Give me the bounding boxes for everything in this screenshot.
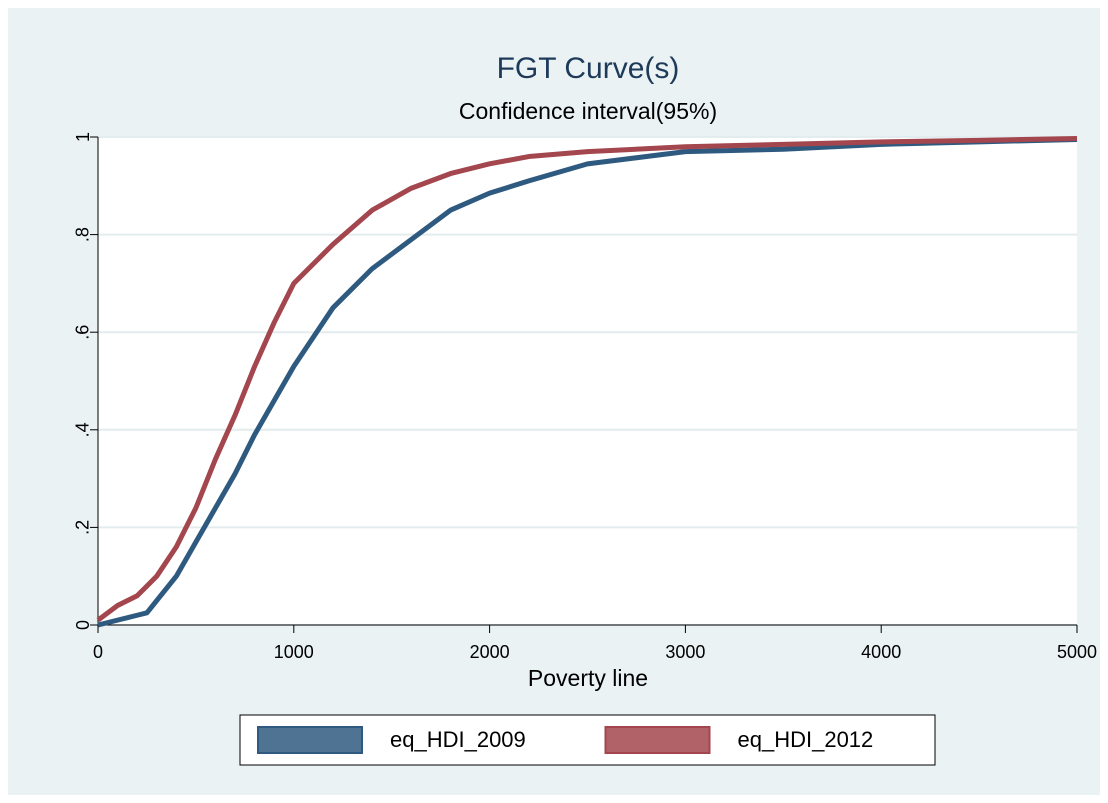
legend-swatch <box>257 726 363 754</box>
y-tick-label: .6 <box>73 325 93 340</box>
series-line <box>96 135 1078 623</box>
y-tick-label: 0 <box>73 620 93 630</box>
plot-area <box>98 137 1077 625</box>
chart-title: FGT Curve(s) <box>497 52 680 85</box>
y-tick-label: .4 <box>73 422 93 437</box>
x-tick-label: 1000 <box>274 642 314 662</box>
x-tick-label: 0 <box>93 642 103 662</box>
y-tick-label: .8 <box>73 227 93 242</box>
x-tick-label: 3000 <box>665 642 705 662</box>
x-tick-label: 5000 <box>1057 642 1097 662</box>
x-axis-label: Poverty line <box>528 665 648 691</box>
x-tick-label: 2000 <box>470 642 510 662</box>
series-line <box>97 136 1078 628</box>
chart-subtitle: Confidence interval(95%) <box>459 98 717 124</box>
y-tick-label: .2 <box>73 520 93 535</box>
y-tick-label: 1 <box>73 132 93 142</box>
legend-label: eq_HDI_2012 <box>738 727 874 752</box>
x-tick-label: 4000 <box>861 642 901 662</box>
legend-label: eq_HDI_2009 <box>390 727 526 752</box>
legend-swatch <box>604 726 711 754</box>
